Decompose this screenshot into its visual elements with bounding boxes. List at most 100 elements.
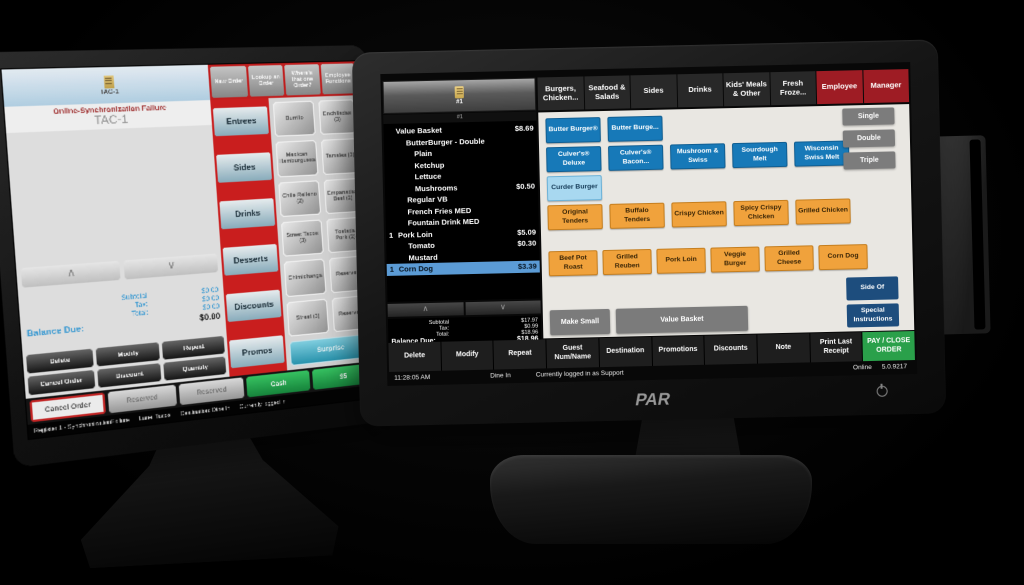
right-pos-terminal: #1 Burgers, Chicken... Seafood & Salads … xyxy=(351,39,947,427)
menu-item-button[interactable]: Spicy Crispy Chicken xyxy=(733,199,789,227)
item-price: $3.39 xyxy=(517,261,537,272)
menu-item-button[interactable]: Curder Burger xyxy=(546,175,603,202)
footer-button[interactable]: Value Basket xyxy=(615,305,749,334)
menu-item-button[interactable]: Beef Pot Roast xyxy=(548,250,598,277)
scroll-down-button[interactable]: ∨ xyxy=(123,253,219,280)
order-action-button[interactable]: Delete xyxy=(26,348,94,374)
menu-item-button[interactable]: Wisconsin Swiss Melt xyxy=(793,140,850,167)
menu-footer-row: Make Small Value Basket xyxy=(549,305,749,336)
menu-item-button[interactable]: Butter Burge... xyxy=(607,115,663,142)
order-action-button[interactable]: Modify xyxy=(95,342,161,367)
order-action-button[interactable]: Cancel Order xyxy=(27,370,95,396)
menu-row: Butter Burger® Butter Burge... xyxy=(545,111,864,144)
size-button[interactable]: Single xyxy=(842,107,895,126)
menu-tab[interactable]: Kids' Meals & Other xyxy=(723,72,770,107)
check-number: #1 xyxy=(456,99,463,106)
scroll-down-button[interactable]: ∨ xyxy=(465,300,541,316)
transaction-button[interactable]: Discounts xyxy=(704,334,757,365)
menu-tab[interactable]: Employee xyxy=(816,70,863,105)
left-order-panel: Online-Synchronization Failure TAC-1 ∧ ∨… xyxy=(4,100,230,399)
transaction-button[interactable]: PAY / CLOSE ORDER xyxy=(862,331,915,362)
receipt-icon xyxy=(103,74,114,89)
order-action-button[interactable]: Repeat xyxy=(162,335,225,360)
left-tab[interactable]: New Order xyxy=(210,65,248,98)
menu-tab[interactable]: Drinks xyxy=(676,73,724,108)
transaction-button[interactable]: Promotions xyxy=(651,335,705,366)
par-logo: PAR xyxy=(633,389,672,410)
menu-item-button[interactable]: Burrito xyxy=(272,100,316,138)
item-qty: 1 xyxy=(389,265,395,275)
menu-item-button[interactable]: Corn Dog xyxy=(818,244,868,271)
transaction-button[interactable]: Print Last Receipt xyxy=(809,332,863,363)
login-status: Currently logged in as Support xyxy=(535,369,624,379)
modifier-button[interactable]: Side Of xyxy=(846,276,899,301)
menu-item-button[interactable]: Original Tenders xyxy=(547,204,603,231)
transaction-button[interactable]: Note xyxy=(757,333,810,364)
menu-item-button[interactable]: Grilled Cheese xyxy=(764,245,814,272)
category-button[interactable]: Drinks xyxy=(219,198,276,230)
transaction-button[interactable]: Delete xyxy=(388,341,441,372)
menu-item-button[interactable]: Enchiladas (3) xyxy=(318,99,357,136)
item-price: $0.30 xyxy=(517,238,537,249)
menu-item-button[interactable]: Butter Burger® xyxy=(545,117,601,144)
scroll-up-button[interactable]: ∧ xyxy=(20,260,121,288)
destination-label: Dine In xyxy=(490,372,511,380)
category-button[interactable]: Sides xyxy=(216,152,273,183)
menu-row: Beef Pot Roast Grilled Reuben Pork Loin … xyxy=(548,244,868,277)
transaction-button[interactable]: Destination xyxy=(599,336,652,368)
left-tab[interactable]: Employee Functions xyxy=(320,63,356,95)
size-button[interactable]: Triple xyxy=(843,151,896,170)
menu-item-button[interactable]: Mushroom & Swiss xyxy=(669,143,726,170)
menu-row: Culver's® Deluxe Culver's® Bacon... Mush… xyxy=(546,140,865,173)
menu-item-button[interactable]: Buffalo Tenders xyxy=(609,202,665,229)
menu-item-button[interactable]: Street (3) xyxy=(286,298,330,337)
transaction-button[interactable]: Guest Num/Name xyxy=(546,338,599,369)
order-action-button[interactable]: Quantity xyxy=(163,356,227,381)
menu-tab[interactable]: Fresh Froze... xyxy=(769,71,817,106)
online-status: Online xyxy=(852,363,872,372)
status-segment: Lane: Tacos xyxy=(138,412,171,423)
category-button[interactable]: Promos xyxy=(229,335,285,369)
menu-item-button[interactable]: Grilled Chicken xyxy=(795,198,851,225)
modifier-button[interactable]: Special Instructions xyxy=(846,303,900,328)
left-check-label: TAC-1 xyxy=(99,88,119,96)
left-alert-band: Online-Synchronization Failure TAC-1 xyxy=(4,100,213,134)
menu-tab[interactable]: Manager xyxy=(862,69,910,104)
menu-tab[interactable]: Seafood & Salads xyxy=(583,75,631,110)
menu-item-button[interactable]: Street Tacos (3) xyxy=(281,219,324,258)
menu-item-button[interactable]: Crispy Chicken xyxy=(671,201,727,228)
transaction-button[interactable]: Modify xyxy=(441,340,494,371)
size-button[interactable]: Double xyxy=(842,129,896,148)
size-button-column: Single Double Triple xyxy=(842,107,896,170)
check-header[interactable]: #1 xyxy=(382,77,537,114)
item-price: $8.69 xyxy=(514,123,534,134)
side-button-column: Side Of Special Instructions xyxy=(846,276,900,328)
menu-item-button[interactable]: Veggie Burger xyxy=(710,246,760,273)
menu-item-button[interactable]: Culver's® Deluxe xyxy=(546,146,602,173)
category-button[interactable]: Entrees xyxy=(213,106,270,137)
menu-item-button[interactable]: Sourdough Melt xyxy=(731,141,788,169)
status-segment: Currently logged in xyxy=(239,398,287,411)
order-action-button[interactable]: Discount xyxy=(96,363,162,388)
menu-item-button[interactable]: Culver's® Bacon... xyxy=(608,144,664,171)
left-tab[interactable]: Lookup an Order xyxy=(247,65,285,97)
transaction-button[interactable]: Repeat xyxy=(493,339,547,370)
left-tab[interactable]: Where's that one Order? xyxy=(284,64,321,96)
footer-button[interactable]: Make Small xyxy=(549,308,611,336)
menu-item-button[interactable]: Chile Relleno (2) xyxy=(278,179,322,218)
menu-tab-bar: Burgers, Chicken... Seafood & Salads Sid… xyxy=(537,69,910,111)
menu-item-button[interactable]: Mexican Hamburguesa xyxy=(275,140,319,178)
order-item-row[interactable]: 1 Corn Dog $3.39 xyxy=(386,260,540,276)
menu-item-button[interactable]: Chimichanga xyxy=(283,258,327,297)
menu-tab[interactable]: Sides xyxy=(630,74,677,109)
category-button[interactable]: Desserts xyxy=(222,243,279,276)
left-scroll-bar: ∧ ∨ xyxy=(20,253,219,288)
scroll-up-button[interactable]: ∧ xyxy=(387,302,464,317)
menu-item-button[interactable]: Grilled Reuben xyxy=(602,248,652,276)
menu-tab[interactable]: Burgers, Chicken... xyxy=(537,76,584,111)
category-button[interactable]: Discounts xyxy=(226,289,282,323)
version-number: 5.0.9217 xyxy=(881,363,908,371)
menu-item-button[interactable]: Pork Loin xyxy=(656,247,706,274)
item-name: Corn Dog xyxy=(398,264,434,274)
